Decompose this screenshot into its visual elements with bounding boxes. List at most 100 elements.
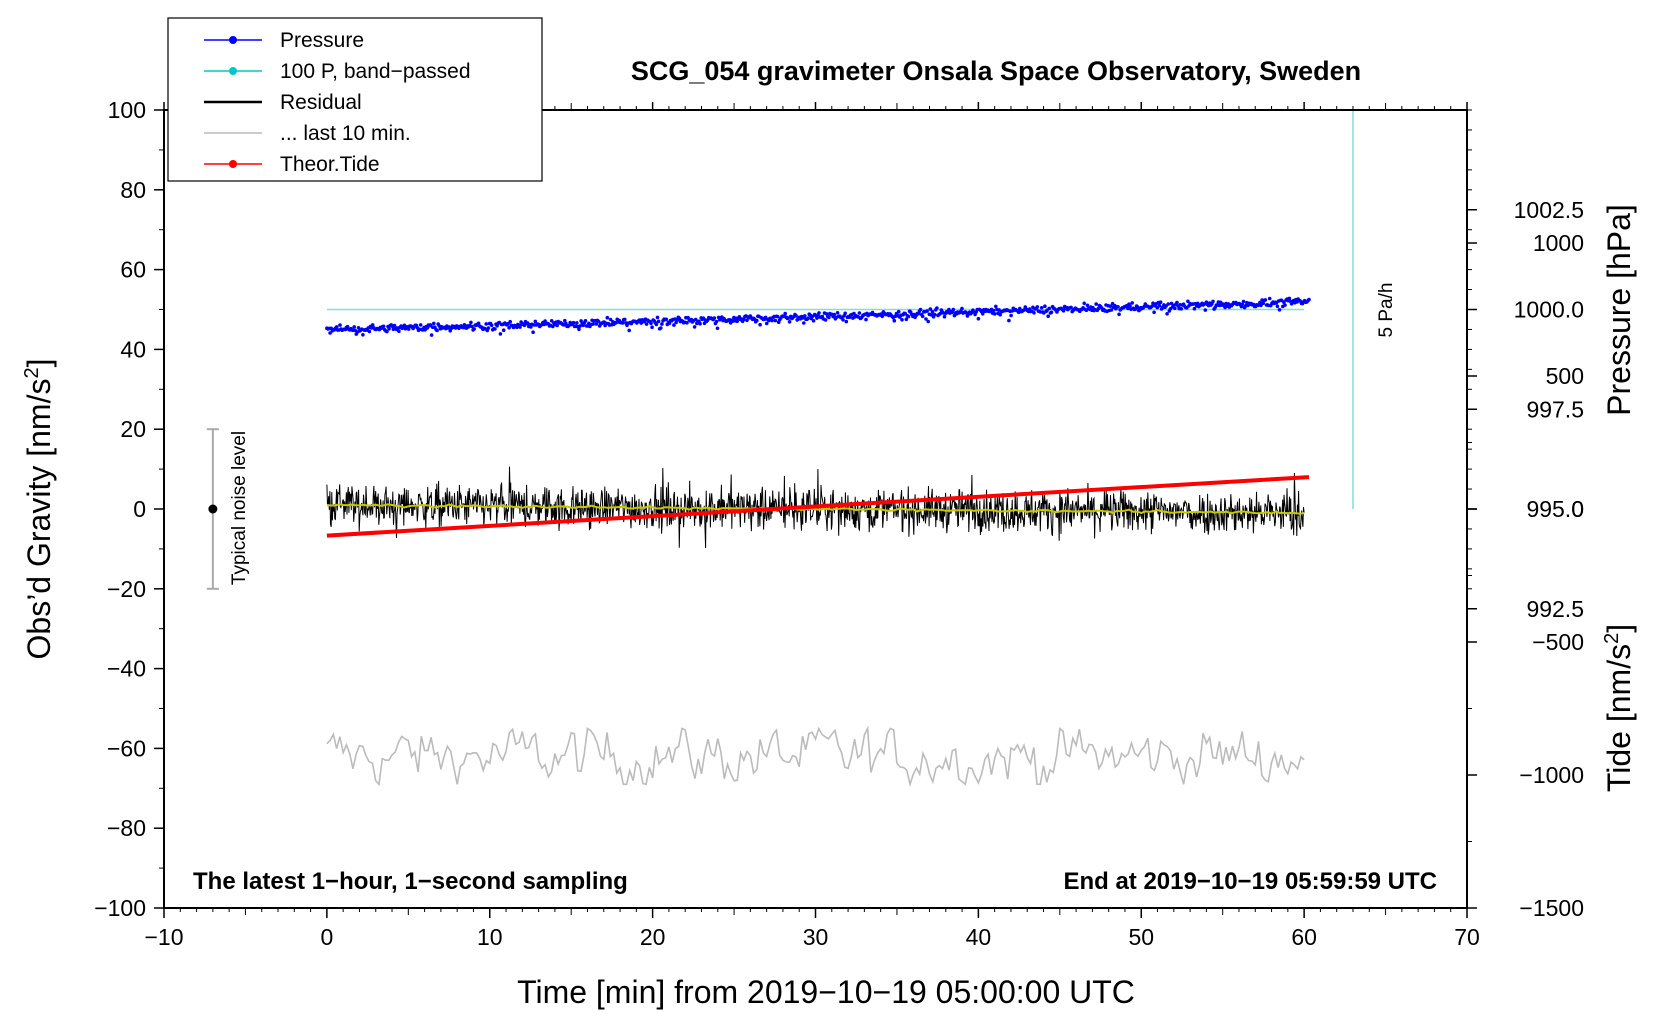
pressure-point xyxy=(1135,305,1140,310)
pressure-point xyxy=(685,321,689,325)
legend-label: 100 P, band−passed xyxy=(280,60,471,83)
y-tick-label: 20 xyxy=(120,416,146,442)
pressure-point xyxy=(1128,304,1132,308)
pressure-point xyxy=(896,309,901,314)
pressure-point xyxy=(577,327,581,332)
pressure-point xyxy=(489,323,494,328)
pressure-point xyxy=(1195,301,1200,306)
pressure-point xyxy=(823,318,828,322)
pressure-point xyxy=(1035,305,1040,309)
pressure-point xyxy=(1307,297,1311,302)
noise-bar-center-dot xyxy=(208,504,218,514)
pressure-tick-label: 995.0 xyxy=(1526,496,1584,522)
tide-tick-label: 0 xyxy=(1571,496,1584,522)
plot-data-layer xyxy=(206,110,1354,788)
pressure-point xyxy=(1085,303,1090,308)
pressure-point xyxy=(1157,303,1162,308)
pressure-point xyxy=(992,312,997,316)
pressure-point xyxy=(692,325,697,329)
pressure-point xyxy=(1069,305,1073,310)
pressure-point xyxy=(1032,311,1036,315)
x-tick-label: 60 xyxy=(1291,924,1317,950)
pressure-point xyxy=(1009,313,1013,318)
pressure-point xyxy=(1287,296,1292,301)
pressure-point xyxy=(1151,301,1155,306)
pressure-point xyxy=(334,325,339,329)
pressure-point xyxy=(627,328,631,333)
pressure-point xyxy=(900,318,904,322)
pressure-point xyxy=(563,318,567,323)
pressure-point xyxy=(1150,304,1154,309)
pressure-point xyxy=(803,314,807,318)
pressure-point xyxy=(370,323,375,327)
pressure-point xyxy=(428,323,433,327)
pressure-point xyxy=(1173,306,1177,311)
pressure-point xyxy=(470,324,474,329)
pressure-point xyxy=(741,317,746,322)
legend-swatch-marker xyxy=(229,67,237,75)
pressure-point xyxy=(498,332,503,336)
noise-level-label: Typical noise level xyxy=(229,431,250,585)
pressure-point xyxy=(1277,308,1282,312)
tide-tick-label: 500 xyxy=(1546,363,1584,389)
x-tick-label: 0 xyxy=(320,924,333,950)
pressure-point xyxy=(356,326,361,330)
pressure-point xyxy=(924,317,928,321)
pressure-point xyxy=(429,333,434,337)
pressure-point xyxy=(843,311,847,316)
pressure-point xyxy=(555,323,559,328)
y-tick-label: 60 xyxy=(120,257,146,283)
pressure-point xyxy=(1109,308,1114,312)
pressure-point xyxy=(406,327,411,331)
pressure-point xyxy=(435,328,439,333)
pressure-point xyxy=(715,326,720,331)
y-axis-label-tide-sup: 2 xyxy=(1601,633,1623,644)
pressure-point xyxy=(1061,309,1066,313)
pressure-point xyxy=(508,319,512,324)
tide-tick-label: 1000 xyxy=(1533,230,1584,256)
pressure-point xyxy=(1211,299,1215,304)
tide-tick-label: −1000 xyxy=(1519,762,1584,788)
pressure-point xyxy=(1108,304,1113,309)
pressure-point xyxy=(930,309,935,314)
pressure-point xyxy=(1046,314,1050,319)
pressure-point xyxy=(594,322,599,326)
pressure-point xyxy=(664,317,669,322)
pressure-point xyxy=(352,325,357,329)
pressure-point xyxy=(998,312,1002,317)
y-tick-label: 100 xyxy=(108,97,146,123)
y-axis-label-gravity-close: ] xyxy=(21,359,57,368)
pressure-point xyxy=(1049,310,1054,315)
pressure-point xyxy=(397,329,401,334)
legend-label: Residual xyxy=(280,91,362,114)
legend-label: Pressure xyxy=(280,29,364,52)
pressure-point xyxy=(608,317,613,322)
pressure-point xyxy=(639,321,643,325)
y-tick-label: −20 xyxy=(107,576,146,602)
pressure-point xyxy=(880,314,885,319)
tide-tick-label: −1500 xyxy=(1519,895,1584,921)
pressure-point xyxy=(1283,303,1287,307)
pressure-point xyxy=(367,329,372,334)
pressure-point xyxy=(650,325,654,330)
pressure-point xyxy=(1082,301,1086,306)
pressure-point xyxy=(1043,304,1047,309)
pressure-point xyxy=(806,316,810,321)
pressure-tick-label: 992.5 xyxy=(1526,596,1584,622)
pressure-point xyxy=(775,314,780,319)
x-axis-label: Time [min] from 2019−10−19 05:00:00 UTC xyxy=(517,974,1135,1010)
legend: Pressure 100 P, band−passed Residual ... la… xyxy=(167,17,543,182)
pressure-point xyxy=(579,319,583,323)
pressure-point xyxy=(533,319,538,324)
y-tick-label: 0 xyxy=(133,496,146,522)
pressure-point xyxy=(571,320,576,325)
pressure-point xyxy=(835,311,840,315)
pressure-point xyxy=(1261,301,1265,306)
pressure-point xyxy=(667,321,672,326)
pressure-point xyxy=(773,318,778,323)
pressure-point xyxy=(583,319,588,323)
pressure-point xyxy=(432,321,436,326)
pressure-point xyxy=(1240,302,1245,307)
y-axis-label-gravity-text: Obs’d Gravity [nm/s xyxy=(21,379,57,660)
